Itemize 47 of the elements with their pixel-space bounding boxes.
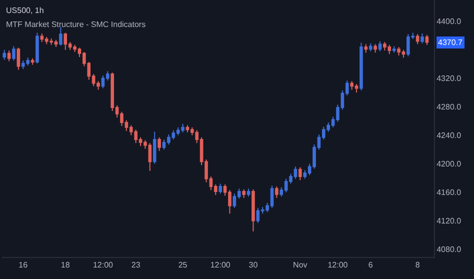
candlestick bbox=[152, 131, 156, 164]
candlestick bbox=[30, 58, 34, 66]
candlestick bbox=[36, 32, 39, 64]
candlestick bbox=[252, 188, 255, 232]
x-tick-label: 25 bbox=[178, 260, 188, 270]
text: US500, 1h bbox=[6, 6, 44, 15]
y-tick-label: 4240.0 bbox=[436, 131, 462, 140]
candlestick bbox=[392, 46, 396, 54]
candlestick bbox=[242, 188, 246, 198]
x-tick-label: 30 bbox=[248, 260, 258, 270]
candlestick bbox=[360, 42, 363, 91]
y-tick-label: 4120.0 bbox=[436, 216, 462, 226]
annotation: 4370.7 bbox=[438, 38, 464, 47]
candlestick bbox=[416, 34, 420, 45]
candlestick bbox=[364, 44, 368, 54]
candlestick bbox=[218, 183, 222, 194]
candlestick bbox=[275, 186, 278, 198]
text: MTF Market Structure - SMC Indicators bbox=[6, 20, 146, 29]
candlestick bbox=[420, 32, 424, 44]
candlestick bbox=[368, 42, 372, 52]
candlestick bbox=[2, 49, 6, 60]
x-tick-label: 8 bbox=[415, 260, 420, 270]
candlestick bbox=[246, 188, 250, 197]
candlestick bbox=[298, 166, 302, 181]
candlestick bbox=[7, 50, 11, 62]
y-tick-label: 4280.0 bbox=[436, 102, 462, 112]
y-tick-label: 4080.0 bbox=[436, 244, 462, 254]
y-tick-label: 4160.0 bbox=[436, 188, 462, 198]
x-tick-label: 18 bbox=[60, 260, 70, 270]
x-tick-label: 12:00 bbox=[210, 260, 231, 270]
candlestick bbox=[59, 26, 62, 46]
x-tick-label: 12:00 bbox=[92, 260, 114, 270]
candlestick bbox=[64, 32, 68, 50]
candlestick bbox=[158, 136, 161, 152]
y-tick-label: 4320.0 bbox=[436, 74, 462, 84]
y-tick-label: 4400.0 bbox=[436, 17, 462, 26]
y-tick-label: 4200.0 bbox=[436, 160, 462, 169]
candlestick bbox=[378, 40, 382, 52]
x-tick-label: 12:00 bbox=[328, 260, 348, 270]
candlestick bbox=[374, 44, 377, 54]
candlestick bbox=[12, 46, 16, 62]
candlestick bbox=[16, 47, 20, 70]
candlestick bbox=[425, 34, 429, 46]
x-tick-label: 23 bbox=[131, 260, 141, 270]
x-tick-label: 16 bbox=[18, 260, 28, 270]
x-tick-label: Nov bbox=[293, 260, 308, 270]
x-tick-label: 6 bbox=[368, 260, 374, 270]
